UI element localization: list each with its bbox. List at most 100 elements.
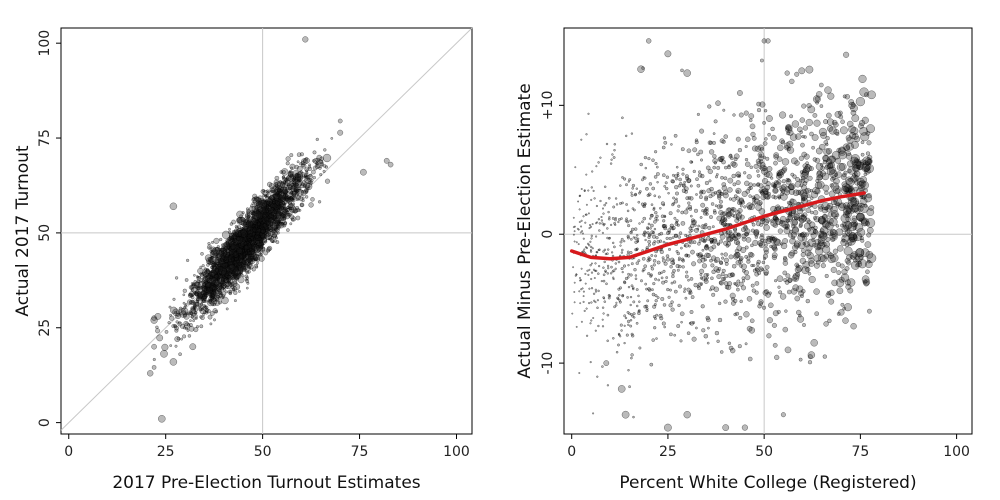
scatter-point: [690, 295, 695, 300]
scatter-point: [705, 317, 711, 323]
scatter-point: [619, 240, 623, 244]
scatter-point: [786, 131, 791, 136]
scatter-point: [587, 273, 590, 276]
scatter-point: [228, 291, 232, 296]
scatter-point: [738, 255, 744, 261]
scatter-point: [713, 119, 718, 124]
scatter-point: [630, 230, 633, 233]
left-scatter-points: [147, 36, 394, 423]
scatter-point: [750, 283, 755, 288]
scatter-point: [189, 319, 192, 322]
scatter-point: [579, 277, 581, 279]
scatter-point: [621, 248, 624, 252]
scatter-point: [858, 74, 867, 83]
scatter-point: [597, 218, 601, 221]
scatter-point: [721, 276, 726, 281]
scatter-point: [632, 415, 635, 419]
scatter-point: [647, 243, 652, 247]
scatter-point: [750, 131, 756, 137]
scatter-point: [708, 194, 713, 199]
scatter-point: [794, 160, 800, 166]
scatter-point: [856, 212, 865, 221]
scatter-point: [687, 278, 690, 282]
scatter-point: [627, 272, 631, 276]
scatter-point: [592, 316, 595, 320]
scatter-point: [827, 212, 833, 218]
scatter-point: [589, 240, 592, 243]
scatter-point: [745, 237, 752, 243]
scatter-point: [807, 354, 813, 360]
scatter-point: [580, 320, 583, 323]
scatter-point: [626, 319, 631, 324]
scatter-point: [708, 140, 713, 145]
scatter-point: [651, 292, 656, 297]
scatter-point: [602, 224, 605, 227]
scatter-point: [603, 300, 607, 303]
scatter-point: [645, 186, 649, 191]
scatter-point: [631, 183, 636, 188]
scatter-point: [831, 175, 837, 181]
scatter-point: [751, 136, 757, 141]
scatter-point: [588, 268, 591, 271]
scatter-point: [853, 186, 859, 192]
scatter-point: [850, 322, 857, 330]
scatter-point: [588, 223, 592, 227]
scatter-point: [199, 272, 205, 278]
scatter-point: [828, 190, 836, 198]
scatter-point: [675, 191, 679, 196]
scatter-point: [647, 222, 651, 226]
scatter-point: [274, 216, 282, 224]
scatter-point: [316, 154, 322, 161]
scatter-point: [635, 261, 640, 265]
scatter-point: [700, 202, 706, 208]
scatter-point: [634, 248, 638, 252]
scatter-point: [257, 222, 261, 226]
scatter-point: [202, 276, 208, 281]
scatter-point: [752, 239, 759, 246]
left-plot-frame: [60, 27, 473, 435]
scatter-point: [823, 119, 829, 125]
x-tick-label: 0: [64, 444, 73, 460]
scatter-point: [587, 301, 591, 305]
scatter-point: [272, 199, 276, 203]
scatter-point: [630, 191, 633, 194]
scatter-point: [824, 206, 828, 211]
scatter-point: [580, 288, 583, 291]
scatter-point: [621, 270, 624, 274]
scatter-point: [731, 161, 738, 168]
scatter-point: [747, 251, 754, 258]
scatter-point: [677, 303, 681, 308]
right-plot-frame: [563, 27, 973, 435]
scatter-point: [675, 263, 680, 269]
scatter-point: [800, 214, 806, 220]
scatter-point: [771, 322, 777, 328]
scatter-point: [761, 260, 766, 265]
scatter-point: [201, 289, 205, 293]
scatter-point: [602, 250, 605, 253]
scatter-point: [317, 200, 322, 204]
scatter-point: [735, 180, 741, 186]
scatter-point: [736, 173, 741, 178]
scatter-point: [629, 318, 633, 322]
scatter-point: [774, 279, 778, 283]
scatter-point: [648, 217, 652, 220]
scatter-point: [612, 337, 615, 340]
left-x-axis-ticks: 0 25 50 75 100: [64, 434, 470, 460]
scatter-point: [703, 279, 709, 284]
scatter-point: [692, 169, 696, 174]
scatter-point: [237, 289, 241, 293]
scatter-point: [731, 263, 737, 269]
scatter-point: [807, 271, 812, 276]
scatter-point: [205, 268, 210, 273]
scatter-point: [184, 278, 189, 282]
scatter-point: [273, 223, 277, 227]
scatter-point: [611, 241, 615, 245]
scatter-point: [707, 225, 712, 230]
scatter-point: [198, 307, 203, 312]
scatter-point: [865, 164, 871, 170]
scatter-point: [669, 288, 672, 292]
scatter-point: [773, 154, 779, 160]
scatter-point: [708, 246, 714, 252]
scatter-point: [868, 205, 875, 211]
y-tick-label: 25: [37, 319, 53, 337]
